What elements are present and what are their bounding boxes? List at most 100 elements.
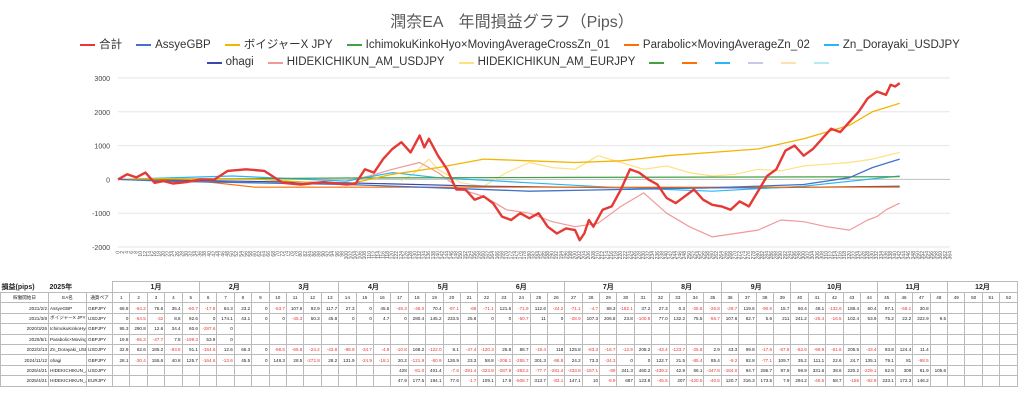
value-cell (616, 333, 635, 345)
value-cell: 4.7 (372, 312, 392, 325)
value-cell: 0 (198, 312, 218, 325)
legend-label: 合計 (99, 38, 123, 51)
value-cell: 301.3 (529, 354, 548, 366)
x-tick-label: 8 (134, 251, 140, 254)
legend-swatch (346, 44, 362, 46)
table-row: 2022/2/13Zn_Dorayaki_USDJUSDJPY32.962.61… (0, 343, 1018, 356)
week-header: 51 (981, 291, 1001, 304)
legend-swatch (649, 61, 665, 64)
value-cell: 0 (216, 323, 235, 335)
chart-title: 潤奈EA 年間損益グラフ（Pips） (390, 14, 634, 31)
table-row: 2025/4/21HIDEKICHIKUN_AMEURJPY47.9177.51… (0, 375, 1018, 387)
value-cell: 322.9 (912, 312, 931, 325)
series-line (346, 161, 900, 238)
value-cell (546, 323, 566, 335)
value-cell: 286.7 (755, 364, 775, 377)
x-tick-label: 276 (746, 251, 752, 260)
x-tick-label: 220 (618, 251, 624, 260)
value-cell: 45.5 (233, 354, 253, 366)
value-cell (129, 364, 148, 377)
x-tick-label: 80 (298, 251, 304, 257)
x-tick-label: 126 (403, 251, 409, 260)
value-cell: 10 (581, 375, 601, 387)
x-tick-label: 230 (641, 251, 647, 260)
x-tick-label: 192 (554, 251, 560, 260)
value-cell: 8.8 (164, 312, 183, 325)
value-cell: 331.6 (807, 364, 827, 377)
value-cell (459, 333, 479, 345)
value-cell: 0 (251, 343, 270, 356)
value-cell: 99.8 (738, 343, 757, 356)
value-cell: 58.7 (825, 375, 844, 387)
pair-cell: USDJPY (86, 343, 114, 356)
value-cell: 117.7 (320, 302, 340, 314)
value-cell: -439.2 (651, 364, 670, 377)
value-cell: -25.8 (686, 343, 705, 356)
value-cell (720, 323, 740, 335)
x-tick-label: 346 (906, 251, 912, 260)
value-cell (825, 333, 844, 345)
value-cell: -156 (842, 375, 862, 387)
table-title-row: 損益(pips) 2025年 1月 2月 3月 4月 5月 6月 7月 8月 9月 10月 11月 12月 (1, 281, 1018, 293)
value-cell: 146.2 (912, 375, 931, 387)
value-cell: 11 (529, 312, 548, 325)
x-tick-label: 0 (115, 251, 121, 254)
value-cell (999, 333, 1018, 345)
x-tick-label: 178 (522, 251, 528, 260)
value-cell: -182.1 (616, 302, 635, 314)
month-header: 1月 (112, 281, 200, 293)
value-cell: 316.3 (738, 375, 757, 387)
value-cell (981, 354, 1001, 366)
value-cell (860, 333, 879, 345)
y-tick-label: 1000 (94, 144, 110, 151)
x-tick-label: 316 (838, 251, 844, 260)
value-cell: 9.5 (929, 312, 949, 325)
week-header: 15 (355, 291, 374, 304)
start-date-cell: 2024/11/12 (0, 354, 50, 366)
value-cell: 53.9 (198, 333, 218, 345)
value-cell: 0.3 (668, 302, 688, 314)
value-cell (251, 375, 270, 387)
value-cell: -255.7 (512, 354, 531, 366)
value-cell: 98.9 (790, 364, 809, 377)
value-cell: 0 (112, 312, 131, 325)
legend-label: Zn_Dorayaki_USDJPY (842, 38, 960, 51)
x-tick-label: 246 (678, 251, 684, 260)
week-header: 52 (999, 291, 1018, 304)
x-tick-label: 320 (847, 251, 853, 260)
value-cell (546, 333, 566, 345)
value-cell (372, 333, 392, 345)
x-tick-label: 278 (751, 251, 757, 260)
value-cell: 47.9 (390, 375, 409, 387)
x-tick-label: 206 (586, 251, 592, 260)
value-cell: 22.2 (894, 312, 914, 325)
value-cell: -83.1 (546, 375, 566, 387)
value-cell (947, 333, 966, 345)
y-tick-label: -2000 (92, 245, 110, 252)
value-cell (807, 323, 827, 335)
x-tick-label: 154 (467, 251, 473, 260)
value-cell: -61.6 (825, 343, 844, 356)
value-cell: 233.5 (442, 312, 461, 325)
month-header: 12月 (947, 281, 1018, 293)
value-cell (112, 375, 131, 387)
value-cell (372, 375, 392, 387)
value-cell: 125.7 (181, 354, 200, 366)
x-tick-label: 92 (326, 251, 332, 257)
x-tick-label: 2 (120, 251, 126, 254)
x-tick-label: 96 (335, 251, 341, 257)
week-header: 13 (320, 291, 340, 304)
legend-swatch (715, 61, 731, 64)
value-cell (338, 364, 357, 377)
series-line (117, 178, 900, 189)
x-tick-label: 358 (934, 251, 940, 260)
value-cell (581, 333, 601, 345)
value-cell: -13.6 (216, 354, 235, 366)
value-cell: 428 (390, 364, 409, 377)
x-tick-label: 114 (376, 251, 382, 259)
legend: 合計 AssyeGBP ボイジャーX JPY IchimokuKinkoHyo×Mov… (70, 36, 970, 71)
x-tick-label: 182 (531, 251, 537, 260)
value-cell: -60.9 (425, 354, 444, 366)
value-cell (981, 323, 1001, 335)
value-cell: -157.1 (581, 364, 601, 377)
